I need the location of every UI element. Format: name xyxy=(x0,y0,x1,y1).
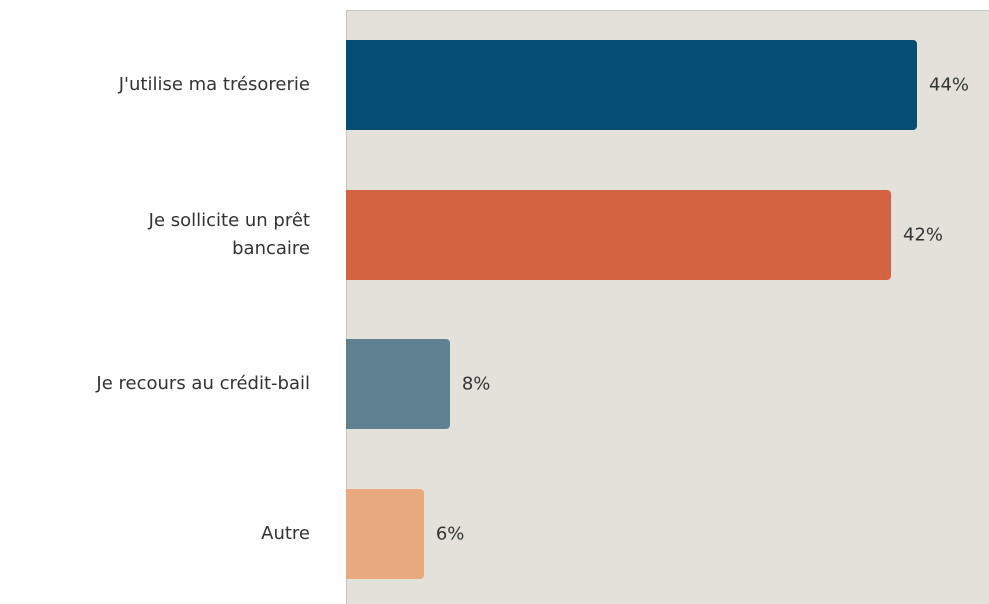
bar xyxy=(346,189,892,280)
category-label: J'utilise ma trésorerie xyxy=(118,74,310,95)
value-label: 42% xyxy=(903,224,944,246)
bar xyxy=(346,40,917,130)
value-label: 6% xyxy=(435,523,465,545)
bar xyxy=(346,489,424,580)
bar xyxy=(346,339,450,430)
category-label: Je recours au crédit-bail xyxy=(96,373,310,395)
value-label: 44% xyxy=(929,74,970,96)
category-label: Je sollicite un prêt bancaire xyxy=(148,209,310,259)
value-label: 8% xyxy=(461,373,491,395)
category-label: Autre xyxy=(261,523,310,545)
